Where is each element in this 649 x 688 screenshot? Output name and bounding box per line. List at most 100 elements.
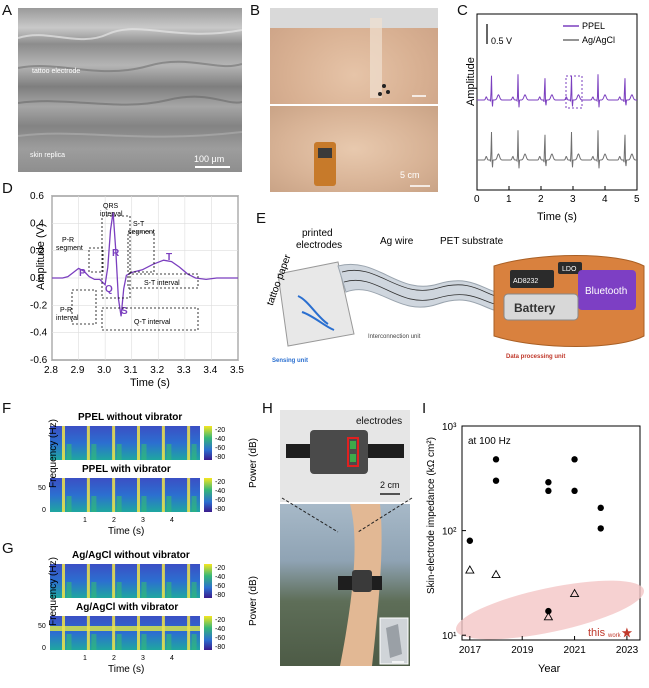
qrs-energy-tail [191, 496, 197, 512]
battery [503, 293, 579, 321]
wave-t: T [166, 252, 172, 263]
ecg-comparison-chart: 0.5 V PPEL Ag/AgCl 0 1 2 3 4 5 Amplitude Time… [465, 13, 640, 223]
qrs-energy-tail [91, 582, 97, 598]
pr-seg-label-1: P-R [62, 237, 74, 244]
i-plot-frame [461, 425, 641, 641]
panel-label-d: D [2, 180, 13, 197]
i-point-filled [571, 487, 578, 495]
i-ytick-label: 10³ [442, 422, 457, 433]
g-cb2-tick: -80 [215, 644, 225, 651]
sensing-unit-label: Sensing unit [272, 358, 308, 364]
i-point-star [621, 627, 633, 638]
printed-label-1: printed [302, 228, 333, 239]
i-xtick-label: 2017 [459, 645, 482, 656]
f-colorbar-2 [204, 478, 212, 512]
qrs-energy-band [187, 478, 191, 512]
ldo-chip [558, 262, 582, 274]
d-xtick-label: 3.0 [97, 365, 111, 376]
d-xtick-label: 3.5 [230, 365, 244, 376]
g-spectrogram-1 [50, 564, 200, 598]
sem-scale-label: 100 μm [194, 154, 225, 164]
qrs-energy-tail [116, 444, 122, 460]
d-xtick-label: 3.3 [177, 365, 191, 376]
agagcl-ecg-line [477, 130, 637, 169]
i-point-filled [466, 537, 474, 544]
qrs-energy-tail [66, 444, 72, 460]
c-xtick-label: 5 [634, 194, 640, 205]
qrs-energy-band [137, 478, 140, 512]
f-cb2-tick: -20 [215, 479, 225, 486]
i-point-triangle [491, 569, 501, 579]
c-legend-agagcl: Ag/AgCl [582, 35, 615, 45]
qt-interval-label: Q-T interval [134, 319, 171, 326]
f-colorbar-1 [204, 426, 212, 460]
back-photo: 5 cm [270, 106, 438, 192]
qrs-energy-band [137, 616, 140, 650]
g-title-2: Ag/AgCl with vibrator [76, 602, 178, 613]
c-xtick-label: 0 [474, 194, 480, 205]
qrs-energy-band [187, 564, 191, 598]
i-point-filled [597, 525, 604, 532]
f-title-1: PPEL without vibrator [78, 412, 182, 423]
i-point-triangle [465, 565, 475, 574]
qrs-energy-tail [191, 444, 197, 460]
qrs-energy-band [161, 426, 165, 460]
st-seg-label-1: S-T [133, 221, 145, 228]
g-colorbar-2 [204, 616, 212, 650]
printed-label-2: electrodes [296, 240, 342, 251]
g-cb1-tick: -60 [215, 583, 225, 590]
i-ytick-label: 10² [442, 527, 457, 538]
pr-segment-box [88, 247, 104, 273]
f-cb1-tick: -80 [215, 454, 225, 461]
d-ytick-label: -0.2 [30, 300, 48, 311]
d-xtick-label: 2.8 [44, 365, 58, 376]
d-xtick-label: 3.2 [150, 365, 164, 376]
d-xtick-label: 3.1 [124, 365, 138, 376]
panel-label-f: F [2, 400, 12, 417]
qrs-energy-band [187, 616, 191, 650]
wrist-photo [280, 504, 410, 666]
g-cb1-tick: -20 [215, 565, 225, 572]
c-xtick-label: 3 [570, 194, 576, 205]
qrs-energy-band [161, 478, 165, 512]
qrs-energy-tail [141, 582, 147, 598]
qrs-energy-band [86, 616, 90, 650]
tattoo-electrode-label: tattoo electrode [32, 68, 81, 75]
g-xtick: 3 [141, 655, 145, 662]
chest-photo [270, 8, 438, 104]
i-xtick-label: 2019 [511, 645, 534, 656]
wave-s: S [121, 306, 128, 317]
i-ytick-label: 10¹ [442, 631, 457, 642]
i-point-filled [545, 607, 552, 615]
interconnect-unit-label: Interconnection unit [368, 334, 421, 340]
qrs-energy-band [112, 564, 116, 598]
panel-label-b: B [250, 2, 261, 19]
st-interval-box [127, 273, 199, 289]
ad8232-chip [510, 270, 554, 288]
wave-q: Q [105, 284, 113, 295]
skin-replica-label: skin replica [30, 152, 66, 159]
panel-label-i: I [422, 400, 427, 417]
d-ytick-label: 0.6 [30, 191, 44, 202]
electrodes-label: electrodes [356, 416, 403, 427]
qrs-energy-tail [91, 634, 97, 650]
f-cb2-tick: -60 [215, 497, 225, 504]
ag-wire-line-2 [343, 279, 509, 306]
qrs-energy-band [62, 564, 65, 598]
panel-label-e: E [256, 210, 267, 227]
g-colorbar-1 [204, 564, 212, 598]
qrs-energy-tail [191, 582, 197, 598]
c-legend-ppel: PPEL [582, 21, 605, 31]
qrs-energy-band [86, 478, 90, 512]
pet-label: PET substrate [440, 236, 504, 247]
st-segment-box [127, 231, 155, 273]
f-spectrogram-1 [50, 426, 200, 460]
g-cb2-tick: -40 [215, 626, 225, 633]
qrs-energy-tail [141, 444, 147, 460]
i-xtick-label: 2021 [564, 645, 587, 656]
battery-label: Battery [514, 301, 556, 315]
h-zoom-arrows [281, 497, 413, 533]
d-ytick-label: -0.4 [30, 328, 48, 339]
ldo-label: LDO [562, 266, 577, 273]
f-ylabel: Frequency (Hz) [48, 419, 59, 488]
